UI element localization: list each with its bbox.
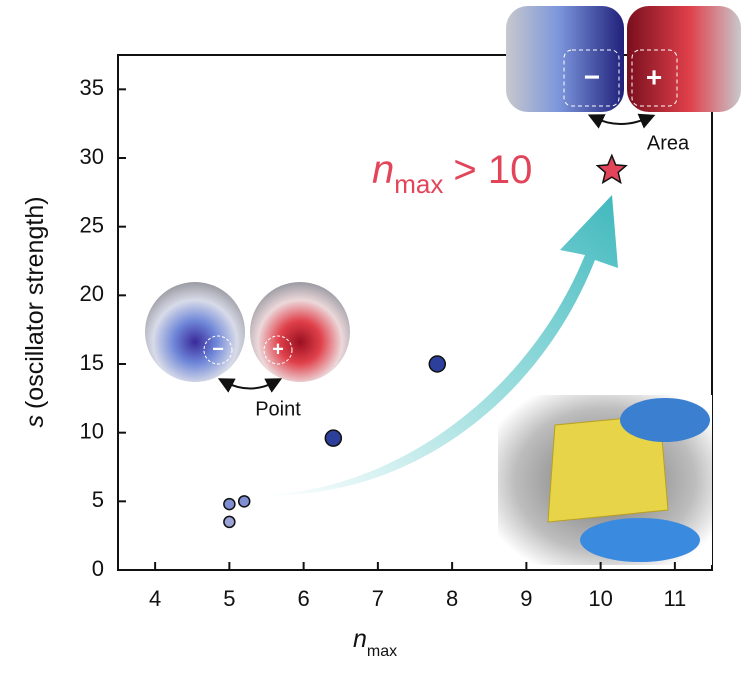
data-point [595,153,628,185]
data-point [237,495,251,508]
y-tick-label: 25 [80,212,104,237]
x-tick-label: 10 [588,586,612,611]
y-tick-label: 35 [80,75,104,100]
x-tick-label: 6 [298,586,310,611]
y-label-rest: (oscillator strength) [21,196,49,409]
x-label-main: n [353,625,367,653]
plot-frame [117,54,713,571]
charge-label: − [212,338,224,360]
x-tick-label: 8 [446,586,458,611]
x-tick-label: 7 [372,586,384,611]
annotation-main: n [372,148,394,192]
y-tick-label: 30 [80,144,104,169]
y-axis-label: s (oscillator strength) [21,196,49,427]
x-tick-label: 4 [149,586,161,611]
y-tick-label: 5 [92,487,104,512]
y-tick-label: 0 [92,556,104,581]
photo-inset [498,395,712,565]
y-tick-label: 20 [80,281,104,306]
inset-label: Area [647,132,690,154]
y-tick-label: 10 [80,418,104,443]
charge-label: + [272,338,284,360]
charge-label: − [584,61,600,92]
y-tick-label: 15 [80,350,104,375]
sphere-inset [145,282,350,393]
data-point [428,355,447,373]
y-label-main: s [21,415,49,428]
cube-inset [506,6,741,129]
annotation: nmax > 10 [372,148,532,199]
x-label-sub: max [367,643,397,660]
data-point [324,429,343,447]
x-tick-label: 9 [520,586,532,611]
trend-arrow [262,195,618,496]
annotation-sub: max [394,169,443,199]
data-point [223,515,236,529]
x-tick-label: 11 [663,586,686,611]
inset-label: Point [255,398,301,420]
charge-label: + [646,61,662,92]
annotation-rest: > 10 [453,148,532,192]
data-point [223,497,236,511]
x-axis-label: nmax [353,625,397,661]
x-tick-label: 5 [223,586,235,611]
